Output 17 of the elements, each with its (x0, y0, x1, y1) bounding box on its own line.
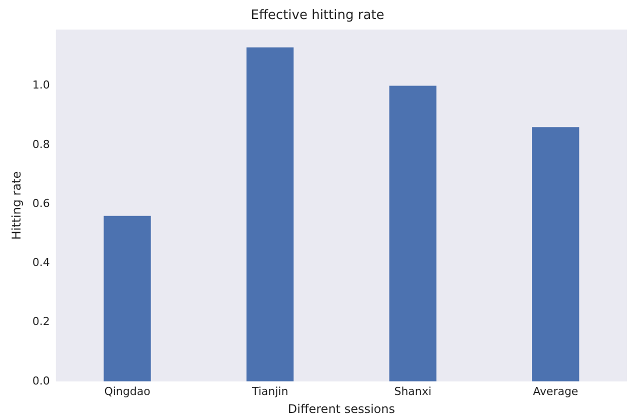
x-tick-label: Shanxi (394, 384, 432, 398)
x-tick-label: Average (533, 384, 578, 398)
bar (246, 47, 294, 382)
bar (389, 86, 436, 382)
y-tick-label: 1.0 (32, 78, 50, 92)
y-tick-label: 0.4 (32, 256, 50, 270)
bar (104, 216, 151, 382)
y-tick-label: 0.2 (32, 315, 50, 328)
y-tick-label: 0.8 (32, 138, 50, 151)
y-axis-title: Hitting rate (9, 171, 24, 240)
bar (532, 127, 580, 382)
x-tick-label: Qingdao (104, 384, 151, 398)
y-tick-label: 0.0 (32, 374, 50, 388)
y-tick-label: 0.6 (32, 196, 50, 210)
chart-title: Effective hitting rate (250, 8, 384, 24)
x-axis-title: Different sessions (288, 402, 395, 416)
x-tick-label: Tianjin (250, 384, 288, 398)
